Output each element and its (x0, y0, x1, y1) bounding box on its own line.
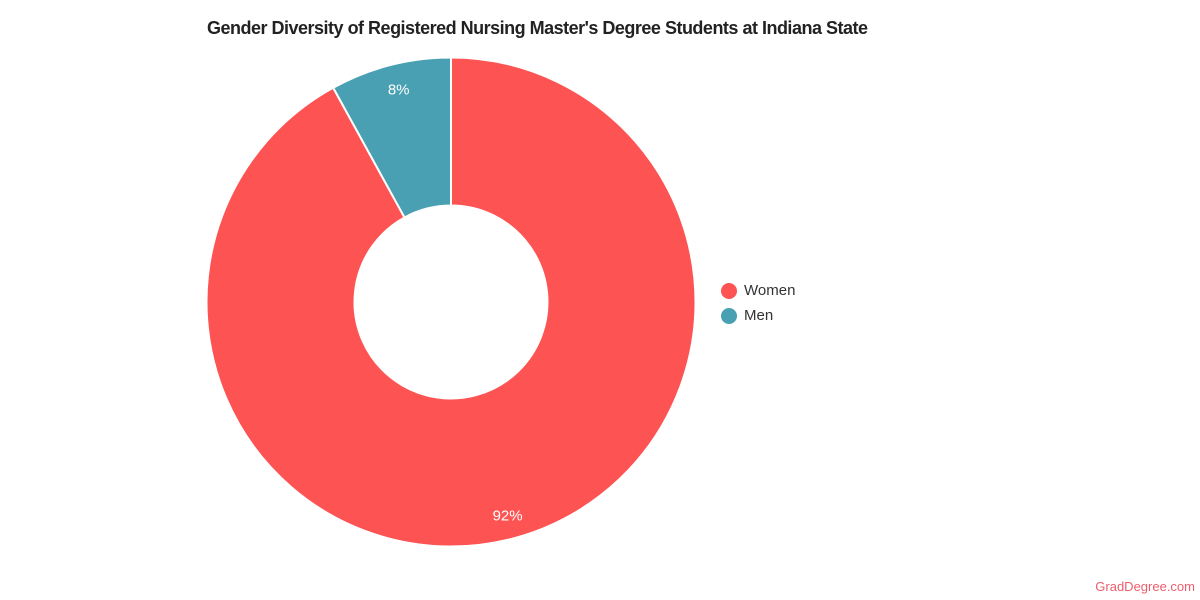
svg-text:92%: 92% (493, 507, 523, 524)
svg-text:8%: 8% (388, 82, 410, 99)
